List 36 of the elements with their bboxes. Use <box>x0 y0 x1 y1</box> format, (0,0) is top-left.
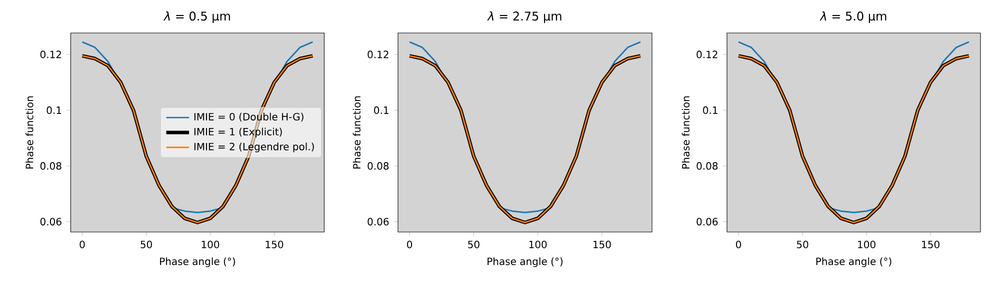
y-tick-label: 0.12 <box>368 50 388 58</box>
y-tick-label: 0.12 <box>40 50 62 58</box>
y-tick-label: 0.08 <box>40 162 62 170</box>
y-tick-label: 0.06 <box>696 218 718 226</box>
legend-label: IMIE = 0 (Double H-G) <box>194 112 304 122</box>
y-axis-title: Phase function <box>352 96 361 168</box>
x-axis-title: Phase angle (°) <box>488 257 563 268</box>
y-tick-label: 0.1 <box>46 106 62 114</box>
x-tick-label: 0 <box>80 240 85 248</box>
y-axis-title: Phase function <box>682 96 690 168</box>
x-tick-label: 50 <box>468 240 480 248</box>
x-axis-title: Phase angle (°) <box>816 257 892 268</box>
y-tick-label: 0.08 <box>696 162 718 170</box>
y-axis-title: Phase function <box>26 96 34 168</box>
x-tick-label: 50 <box>140 240 152 248</box>
x-tick-label: 100 <box>858 240 876 248</box>
x-tick-label: 150 <box>594 240 611 248</box>
x-tick-label: 150 <box>922 240 940 248</box>
legend-label: IMIE = 2 (Legendre pol.) <box>194 142 314 152</box>
x-tick-label: 0 <box>407 240 412 248</box>
chart-title: λ = 0.5 μm <box>163 11 230 23</box>
x-tick-label: 150 <box>266 240 284 248</box>
x-tick-label: 100 <box>529 240 547 248</box>
y-tick-label: 0.1 <box>374 106 388 114</box>
x-tick-label: 50 <box>796 240 808 248</box>
chart-title: λ = 5.0 μm <box>820 11 886 23</box>
y-tick-label: 0.06 <box>368 218 389 226</box>
x-axis-title: Phase angle (°) <box>160 257 235 268</box>
chart-title: λ = 2.75 μm <box>487 11 562 23</box>
y-tick-label: 0.1 <box>703 106 718 114</box>
x-tick-label: 0 <box>736 240 742 248</box>
y-tick-label: 0.08 <box>368 162 389 170</box>
x-tick-label: 100 <box>202 240 220 248</box>
y-tick-label: 0.06 <box>40 218 62 226</box>
legend-label: IMIE = 1 (Explicit) <box>194 128 282 138</box>
y-tick-label: 0.12 <box>696 50 718 58</box>
